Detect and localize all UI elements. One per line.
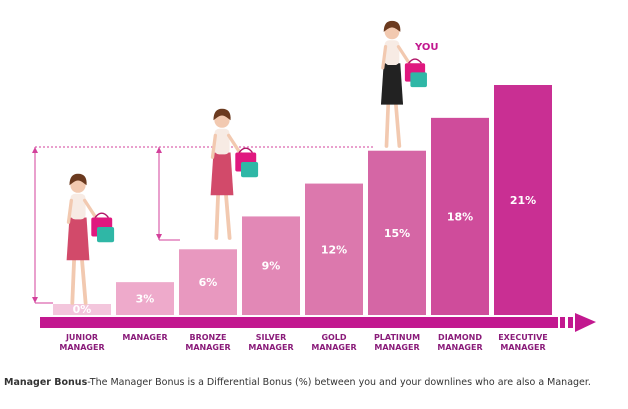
figure-junior: [66, 173, 115, 305]
axis-dash-0: [560, 317, 565, 328]
bar-label-4: 12%: [321, 243, 347, 256]
category-label-5-1: MANAGER: [374, 343, 419, 352]
bar-label-7: 21%: [510, 194, 536, 207]
figure-you: [380, 20, 427, 148]
bar-6: [431, 117, 489, 315]
category-label-2-0: BRONZE: [189, 333, 226, 342]
category-label-7-0: EXECUTIVE: [498, 333, 548, 342]
category-label-6-1: MANAGER: [437, 343, 482, 352]
bonus-chart: 0%3%6%9%12%15%18%21% YOU JUNIORMANAGERMA…: [32, 20, 596, 352]
bar-5: [368, 150, 426, 315]
bar-7: [494, 85, 552, 315]
bar-label-1: 3%: [136, 293, 155, 306]
axis-band: [40, 317, 558, 328]
figure-bronze: [210, 108, 259, 240]
bar-label-2: 6%: [199, 276, 218, 289]
bar-0: [53, 304, 111, 315]
category-label-0-0: JUNIOR: [65, 333, 98, 342]
caption: Manager Bonus-The Manager Bonus is a Dif…: [4, 377, 624, 389]
category-label-3-0: SILVER: [256, 333, 287, 342]
bar-3: [242, 216, 300, 315]
category-label-4-1: MANAGER: [311, 343, 356, 352]
category-label-6-0: DIAMOND: [438, 333, 482, 342]
axis-dash-1: [568, 317, 573, 328]
category-label-2-1: MANAGER: [185, 343, 230, 352]
category-label-7-1: MANAGER: [500, 343, 545, 352]
axis-arrowhead: [575, 313, 596, 332]
caption-text: -The Manager Bonus is a Differential Bon…: [87, 377, 591, 388]
category-label-5-0: PLATINUM: [374, 333, 420, 342]
figures: YOU: [66, 20, 439, 305]
difference-brackets: [32, 146, 375, 304]
category-label-4-0: GOLD: [321, 333, 346, 342]
category-label-1-0: MANAGER: [122, 333, 167, 342]
bar-label-0: 0%: [73, 303, 92, 316]
bar-1: [116, 282, 174, 315]
bar-4: [305, 183, 363, 315]
bar-label-6: 18%: [447, 210, 473, 223]
you-label: YOU: [414, 42, 439, 53]
bar-label-5: 15%: [384, 227, 410, 240]
category-label-0-1: MANAGER: [59, 343, 104, 352]
caption-title: Manager Bonus: [4, 377, 88, 388]
category-label-3-1: MANAGER: [248, 343, 293, 352]
bar-label-3: 9%: [262, 260, 281, 273]
axis-arrow: [40, 313, 596, 332]
bracket-bronze: [156, 146, 375, 241]
bar-2: [179, 249, 237, 315]
bars: 0% 3% 6% 9% 12% 15% 18% 21%: [53, 85, 552, 316]
